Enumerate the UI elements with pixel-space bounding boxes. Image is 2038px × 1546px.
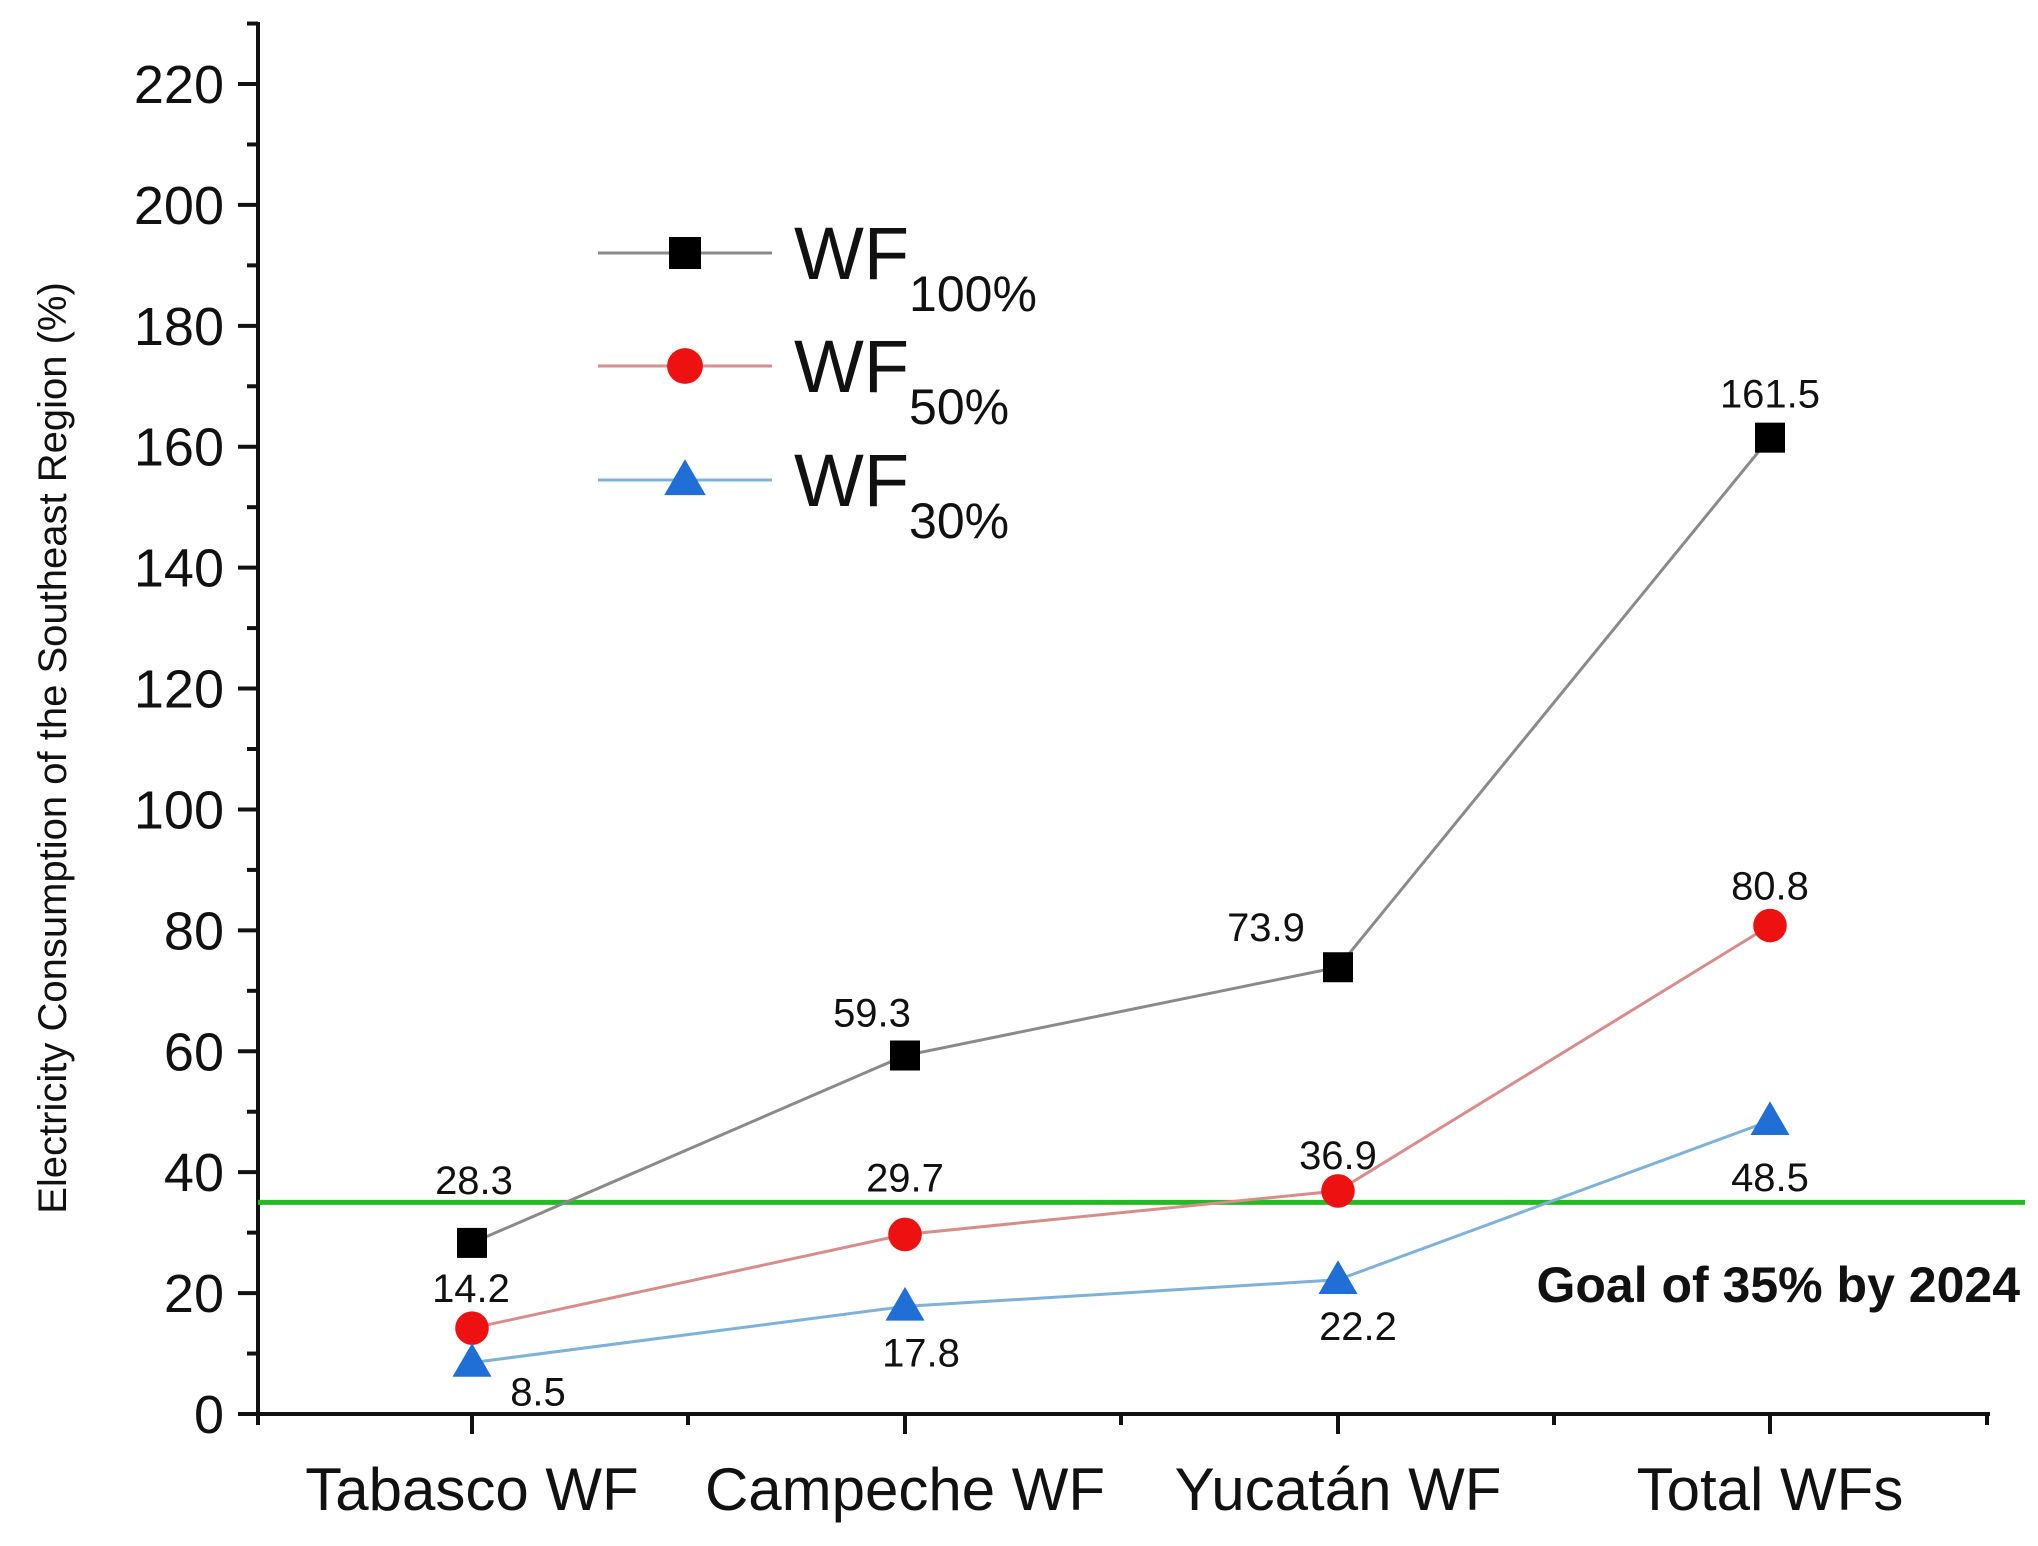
series-line [471, 436, 1772, 1245]
series-group: 28.3 59.3 73.9 161.5 14.2 29.7 36.9 80.8 8.5 17.8… [432, 373, 1820, 1415]
y-tick-label: 140 [134, 539, 224, 599]
data-point-triangle [664, 459, 706, 496]
legend-label-main: WF [794, 439, 909, 522]
data-point-square [457, 1227, 487, 1258]
data-point-square [669, 237, 701, 269]
legend-label-subscript: 100% [909, 266, 1037, 322]
y-tick-label: 20 [164, 1264, 224, 1324]
y-tick-label: 80 [164, 901, 224, 961]
data-label: 80.8 [1731, 865, 1809, 909]
reference-line-group: Goal of 35% by 2024 [258, 1199, 2025, 1313]
data-label: 59.3 [833, 992, 911, 1036]
series-line [471, 924, 1771, 1330]
x-tick-label: Total WFs [1637, 1456, 1904, 1523]
data-label: 14.2 [432, 1267, 510, 1311]
data-label: 8.5 [510, 1371, 566, 1415]
data-point-circle [1753, 908, 1787, 943]
goal-label: Goal of 35% by 2024 [1536, 1257, 2020, 1313]
y-tick-label: 40 [164, 1143, 224, 1203]
data-point-circle [455, 1311, 489, 1345]
series-30pct: 8.5 17.8 22.2 48.5 [452, 1101, 1809, 1415]
x-tick-label: Yucatán WF [1175, 1456, 1502, 1523]
data-point-triangle [452, 1343, 492, 1377]
y-tick-label: 100 [134, 780, 224, 840]
legend-label-main: WF [794, 212, 909, 295]
series-100pct: 28.3 59.3 73.9 161.5 [435, 373, 1820, 1258]
data-point-circle [667, 348, 703, 384]
series-50pct: 14.2 29.7 36.9 80.8 [432, 865, 1809, 1345]
legend-label-subscript: 50% [909, 379, 1009, 435]
data-point-triangle [1750, 1101, 1790, 1135]
data-label: 73.9 [1227, 906, 1305, 950]
y-tick-label: 180 [134, 297, 224, 357]
series-line [471, 1119, 1771, 1365]
data-point-triangle [1318, 1260, 1358, 1294]
data-point-circle [888, 1217, 922, 1252]
y-tick-label: 160 [134, 418, 224, 478]
y-tick-label: 0 [194, 1385, 224, 1445]
legend-label: WF30% [794, 439, 1009, 549]
legend-label-main: WF [794, 325, 909, 408]
data-point-circle [1321, 1174, 1355, 1208]
y-axis-label: Electricity Consumption of the Southeast… [31, 282, 75, 1214]
y-tick-label: 220 [134, 55, 224, 115]
data-point-square [1755, 422, 1785, 453]
data-point-triangle [885, 1286, 925, 1321]
legend-label-subscript: 30% [909, 493, 1009, 549]
data-label: 48.5 [1731, 1156, 1809, 1200]
data-label: 17.8 [882, 1331, 960, 1375]
legend-label: WF50% [794, 325, 1009, 435]
data-point-square [890, 1040, 920, 1071]
x-tick-label: Tabasco WF [305, 1456, 638, 1523]
y-tick-label: 120 [134, 660, 224, 720]
legend-label: WF100% [794, 212, 1037, 322]
data-label: 36.9 [1299, 1134, 1377, 1178]
data-label: 28.3 [435, 1159, 513, 1203]
data-label: 161.5 [1720, 373, 1820, 417]
legend: WF100%WF50%WF30% [598, 212, 1037, 549]
data-label: 29.7 [866, 1156, 944, 1200]
axes: 0 20 40 60 80 100 120 140 160 180 200 220 Tabasco WF… [31, 21, 1990, 1523]
data-point-square [1323, 952, 1353, 983]
y-tick-label: 200 [134, 176, 224, 236]
y-tick-label: 60 [164, 1022, 224, 1082]
x-tick-label: Campeche WF [705, 1456, 1105, 1523]
data-label: 22.2 [1319, 1305, 1397, 1349]
